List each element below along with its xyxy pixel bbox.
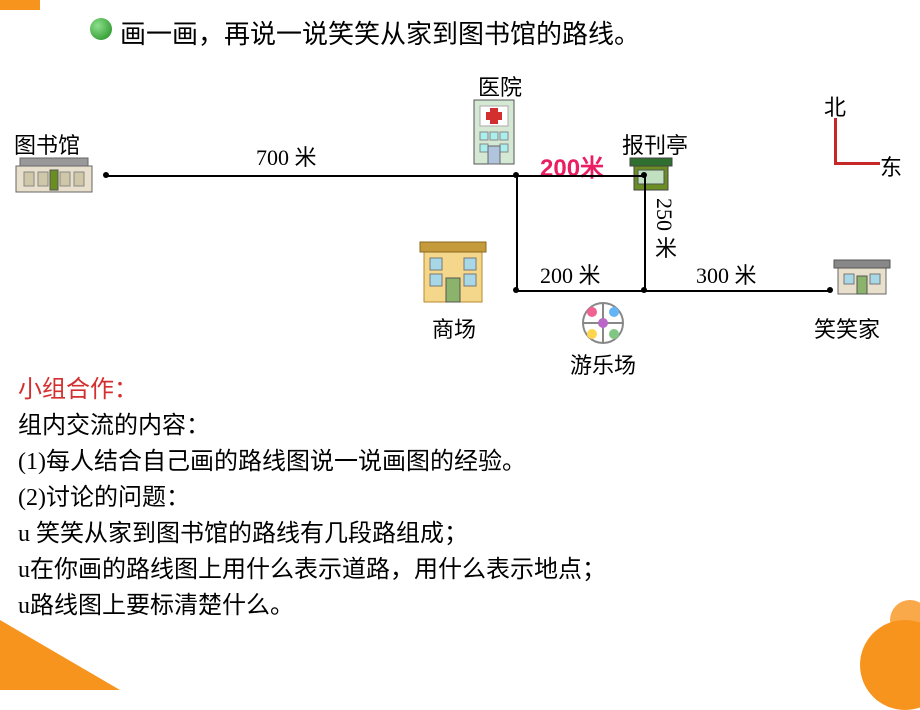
compass-east-label: 东	[880, 150, 902, 182]
library-icon	[14, 156, 94, 196]
label-mall: 商场	[432, 312, 476, 344]
discussion-q3: u路线图上要标清楚什么。	[18, 588, 606, 624]
discussion-q1: u 笑笑从家到图书馆的路线有几段路组成；	[18, 516, 606, 552]
bullet-icon	[90, 18, 112, 40]
label-home: 笑笑家	[814, 312, 880, 344]
hospital-icon	[470, 96, 518, 168]
discussion-item1: (1)每人结合自己画的路线图说一说画图的经验。	[18, 444, 606, 480]
discussion-block: 小组合作： 组内交流的内容： (1)每人结合自己画的路线图说一说画图的经验。 (…	[18, 372, 606, 624]
mall-icon	[418, 240, 488, 306]
compass-north-arrow	[834, 118, 837, 164]
discussion-sub: 组内交流的内容：	[18, 408, 606, 444]
compass-north-label: 北	[824, 90, 846, 122]
corner-accent	[0, 620, 120, 690]
discussion-item2: (2)讨论的问题：	[18, 480, 606, 516]
corner-accent	[0, 0, 40, 10]
discussion-heading: 小组合作：	[18, 372, 606, 408]
discussion-q2: u在你画的路线图上用什么表示道路，用什么表示地点；	[18, 552, 606, 588]
distance-200-red: 200米	[540, 148, 604, 183]
distance-200: 200 米	[540, 258, 601, 290]
distance-300: 300 米	[696, 258, 757, 290]
home-icon	[832, 254, 892, 298]
distance-700: 700 米	[256, 140, 317, 172]
distance-250: 250 米	[648, 198, 680, 259]
playground-icon	[570, 298, 636, 348]
compass-east-arrow	[834, 162, 880, 165]
page-title: 画一画，再说一说笑笑从家到图书馆的路线。	[120, 14, 640, 51]
